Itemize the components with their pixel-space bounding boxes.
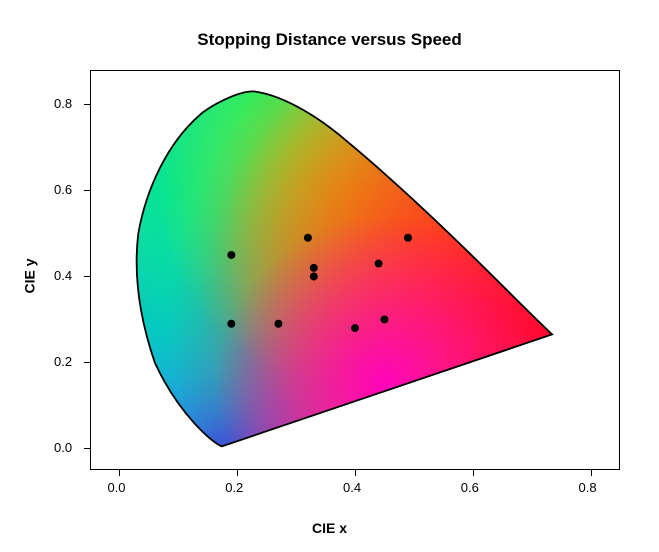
data-point xyxy=(310,264,318,272)
x-tick xyxy=(473,470,474,476)
data-point xyxy=(227,251,235,259)
y-tick-label: 0.0 xyxy=(54,440,72,455)
y-tick-label: 0.6 xyxy=(54,182,72,197)
x-tick xyxy=(591,470,592,476)
y-tick xyxy=(84,190,90,191)
y-tick xyxy=(84,276,90,277)
x-tick-label: 0.4 xyxy=(343,480,361,495)
data-point xyxy=(310,272,318,280)
x-tick xyxy=(237,470,238,476)
x-tick-label: 0.8 xyxy=(579,480,597,495)
x-tick xyxy=(119,470,120,476)
chromaticity-fill xyxy=(90,70,620,470)
data-point xyxy=(375,260,383,268)
data-point xyxy=(351,324,359,332)
y-tick-label: 0.4 xyxy=(54,268,72,283)
y-tick xyxy=(84,104,90,105)
data-point xyxy=(404,234,412,242)
x-tick xyxy=(355,470,356,476)
data-point xyxy=(304,234,312,242)
y-tick-label: 0.8 xyxy=(54,96,72,111)
data-point xyxy=(227,320,235,328)
plot-svg xyxy=(0,0,659,552)
y-tick xyxy=(84,362,90,363)
x-tick-label: 0.0 xyxy=(107,480,125,495)
data-point xyxy=(274,320,282,328)
data-point xyxy=(380,315,388,323)
y-tick-label: 0.2 xyxy=(54,354,72,369)
chromaticity-chart: Stopping Distance versus Speed CIE y CIE… xyxy=(0,0,659,552)
y-tick xyxy=(84,448,90,449)
x-tick-label: 0.2 xyxy=(225,480,243,495)
x-tick-label: 0.6 xyxy=(461,480,479,495)
